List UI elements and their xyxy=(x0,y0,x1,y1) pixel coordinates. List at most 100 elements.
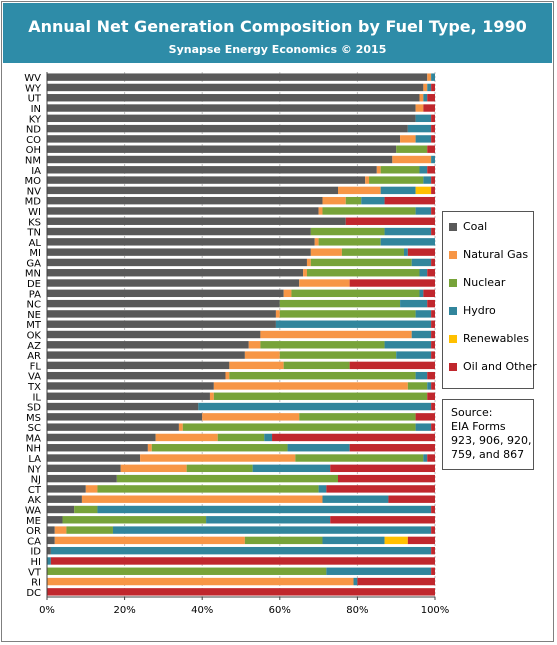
bar-segment xyxy=(151,444,288,452)
bar-segment xyxy=(365,176,370,184)
legend-label: Coal xyxy=(463,220,488,233)
y-tick-label: WI xyxy=(28,207,41,218)
bar-segment xyxy=(244,536,323,545)
bar-segment xyxy=(427,371,435,380)
bar-segment xyxy=(431,124,435,133)
bar-segment xyxy=(427,269,435,277)
bar-segment xyxy=(431,330,435,339)
bar-segment xyxy=(47,83,424,92)
bar-segment xyxy=(419,166,428,174)
bar-segment xyxy=(431,505,435,514)
bar-segment xyxy=(419,94,424,102)
legend-swatch xyxy=(449,223,457,231)
y-tick-label: NH xyxy=(26,444,41,455)
bar-segment xyxy=(47,104,416,112)
bar-segment xyxy=(322,207,416,215)
bar-segment xyxy=(427,454,435,462)
bar-segment xyxy=(248,341,261,349)
bar-segment xyxy=(47,145,397,153)
bar-segment xyxy=(47,536,55,545)
y-tick-label: GA xyxy=(26,258,41,269)
bar-segment xyxy=(97,485,319,493)
bar-segment xyxy=(47,186,338,195)
bar-segment xyxy=(427,94,435,102)
bar-segment xyxy=(47,444,148,452)
bar-segment xyxy=(427,382,432,390)
bar-segment xyxy=(431,402,435,411)
y-tick-label: KY xyxy=(29,114,42,125)
bar-segment xyxy=(318,207,323,215)
bar-segment xyxy=(400,299,428,308)
bar-segment xyxy=(423,454,428,462)
bar-segment xyxy=(47,495,82,503)
bar-segment xyxy=(299,413,416,421)
bar-segment xyxy=(431,546,435,555)
bar-segment xyxy=(47,135,401,143)
bar-segment xyxy=(322,196,346,205)
chart-title: Annual Net Generation Composition by Fue… xyxy=(28,17,527,36)
y-tick-label: LA xyxy=(28,454,41,465)
bar-segment xyxy=(147,444,152,452)
bar-segment xyxy=(47,392,210,400)
bar-segment xyxy=(415,135,432,143)
bar-segment xyxy=(112,526,432,534)
y-tick-label: NV xyxy=(27,186,41,197)
bar-segment xyxy=(423,83,428,92)
bar-segment xyxy=(415,186,432,195)
bar-segment xyxy=(314,238,319,246)
bar-segment xyxy=(431,423,435,431)
y-tick-label: VT xyxy=(28,567,42,578)
bar-segment xyxy=(287,444,350,452)
bar-segment xyxy=(97,505,432,514)
bar-segment xyxy=(47,310,276,318)
bar-segment xyxy=(47,341,249,349)
bar-segment xyxy=(178,423,183,431)
bar-segment xyxy=(279,310,416,318)
bar-segment xyxy=(431,341,435,349)
bar-segment xyxy=(275,310,280,318)
bar-segment xyxy=(47,588,435,596)
legend-label: Renewables xyxy=(463,332,529,345)
bar-segment xyxy=(260,330,412,339)
bar-segment xyxy=(338,474,435,483)
y-tick-label: MT xyxy=(26,320,42,331)
bar-segment xyxy=(229,371,416,380)
bar-segment xyxy=(427,73,432,81)
bar-segment xyxy=(47,485,86,493)
bar-segment xyxy=(47,474,117,483)
bar-segment xyxy=(47,217,346,225)
bar-segment xyxy=(155,433,218,442)
y-tick-label: ME xyxy=(26,516,41,527)
bar-segment xyxy=(415,371,428,380)
legend-label: Hydro xyxy=(463,304,496,317)
bar-segment xyxy=(326,567,432,575)
x-tick-label: 60% xyxy=(269,605,291,616)
bar-segment xyxy=(407,382,428,390)
source-note: Source: EIA Forms 923, 906, 920, 759, an… xyxy=(442,399,534,470)
bar-segment xyxy=(47,124,408,133)
bar-segment xyxy=(392,155,432,164)
legend-swatch xyxy=(449,251,457,259)
x-tick-label: 80% xyxy=(346,605,368,616)
bar-segment xyxy=(47,155,393,164)
y-tick-label: NE xyxy=(27,310,41,321)
bar-segment xyxy=(279,351,397,359)
y-tick-label: CA xyxy=(27,536,41,547)
bar-segment xyxy=(47,330,261,339)
y-tick-label: MI xyxy=(29,248,41,259)
bar-segment xyxy=(47,516,63,524)
y-tick-label: MN xyxy=(25,269,41,280)
bar-segment xyxy=(431,382,435,390)
bar-segment xyxy=(47,279,300,287)
bar-segment xyxy=(244,351,280,359)
bar-segment xyxy=(431,73,435,81)
bar-segment xyxy=(345,217,435,225)
y-tick-label: PA xyxy=(29,289,41,300)
bar-segment xyxy=(47,413,203,421)
bar-segment xyxy=(427,83,432,92)
y-tick-label: OH xyxy=(26,145,41,156)
y-tick-label: WA xyxy=(25,506,41,517)
bar-segment xyxy=(299,279,350,287)
source-text: Source: EIA Forms 923, 906, 920, 759, an… xyxy=(451,406,532,461)
y-tick-label: VA xyxy=(28,372,41,383)
